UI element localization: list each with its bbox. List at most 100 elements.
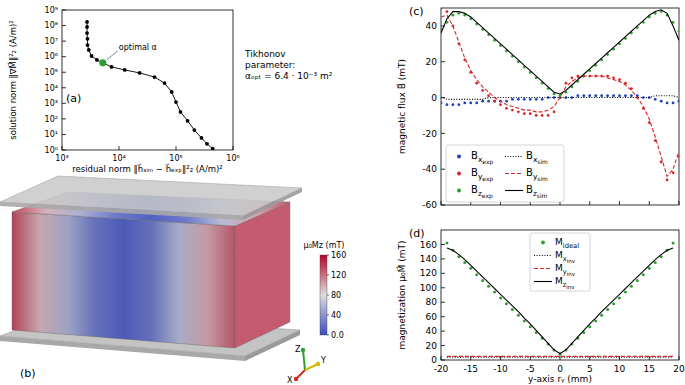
colorbar-tick-label: 80 xyxy=(331,291,341,300)
legend-text-subsub: exp xyxy=(482,158,493,166)
colorbar-tick-label: 40 xyxy=(331,311,341,320)
x-tick xyxy=(679,201,680,205)
series-marker xyxy=(86,43,90,47)
x-tick-label: 10⁵ xyxy=(169,154,182,163)
legend-swatch xyxy=(505,156,523,157)
series-marker xyxy=(672,171,675,174)
colorbar-tick xyxy=(327,295,329,296)
y-tick xyxy=(62,25,66,26)
y-tick-label: 10⁷ xyxy=(45,37,58,46)
y-axis-label: solution norm ‖∇M⃗‖²₂ (A/m)² xyxy=(7,20,18,139)
series-marker xyxy=(553,110,556,113)
series-marker xyxy=(624,94,627,97)
panel-label: (b) xyxy=(20,367,36,380)
series-marker xyxy=(612,76,615,79)
annotation: αₒₚₜ = 6.4 · 10⁻³ m² xyxy=(245,71,333,81)
series-marker xyxy=(170,90,174,94)
legend-box xyxy=(530,233,590,291)
y-tick-label: 40 xyxy=(426,326,438,336)
y-tick-label: 40 xyxy=(426,21,438,31)
series-marker xyxy=(499,296,502,299)
triad-tip xyxy=(316,362,320,366)
y-tick-label: -40 xyxy=(422,164,437,174)
series-marker xyxy=(529,112,532,115)
x-tick-label: 10⁶ xyxy=(226,154,239,163)
legend-label: Bxexp xyxy=(471,150,493,166)
series-marker xyxy=(565,82,568,85)
series-marker xyxy=(475,102,478,105)
colorbar-tick xyxy=(327,275,329,276)
series-marker xyxy=(87,48,91,52)
series-marker xyxy=(618,94,621,97)
triad-tip xyxy=(301,348,305,352)
series-marker xyxy=(541,98,544,101)
series-marker xyxy=(110,65,114,69)
colorbar-tick-label: 160 xyxy=(331,251,346,260)
series-marker xyxy=(475,82,478,85)
triad-axis xyxy=(303,350,305,370)
series-marker xyxy=(446,103,449,106)
series-marker xyxy=(163,81,167,85)
series-marker xyxy=(517,110,520,113)
colorbar-tick-label: 120 xyxy=(331,271,346,280)
legend-text-subsub: inv xyxy=(566,284,575,290)
series-marker xyxy=(648,267,651,270)
series-marker xyxy=(463,261,466,264)
series-marker xyxy=(529,98,532,101)
series-marker xyxy=(660,161,663,164)
y-tick-label: 10⁶ xyxy=(45,52,58,61)
series-marker xyxy=(523,320,526,323)
figure: 10³10⁴10⁵10⁶10⁰10¹10²10³10⁴10⁵10⁶10⁷10⁸1… xyxy=(0,0,685,385)
series-marker xyxy=(672,242,675,245)
series-marker xyxy=(446,10,449,13)
series-marker xyxy=(505,107,508,110)
series-marker xyxy=(457,103,460,106)
series-marker xyxy=(99,59,106,66)
legend-box xyxy=(446,145,564,202)
series-marker xyxy=(571,76,574,79)
x-tick xyxy=(441,201,442,205)
y-tick-label: 140 xyxy=(420,254,437,264)
series-marker xyxy=(179,110,183,114)
series-marker xyxy=(511,308,514,311)
series-marker xyxy=(600,314,603,317)
x-tick-label: 5 xyxy=(587,364,593,374)
y-tick xyxy=(441,360,445,361)
series-marker xyxy=(205,142,209,146)
series-marker xyxy=(547,114,550,117)
series-marker xyxy=(636,279,639,282)
series-marker xyxy=(95,58,99,62)
y-tick xyxy=(441,169,445,170)
box-front-face xyxy=(12,212,235,348)
plot-frame xyxy=(441,8,679,205)
series-marker xyxy=(487,285,490,288)
x-tick xyxy=(62,146,63,150)
x-tick xyxy=(176,146,177,150)
triad-label: X xyxy=(287,376,293,385)
legend-label: Mzinv xyxy=(555,276,575,290)
y-tick xyxy=(62,150,66,151)
x-tick-label: -10 xyxy=(493,364,508,374)
plate-edge xyxy=(0,202,243,220)
x-tick-label: -20 xyxy=(434,364,449,374)
series-line xyxy=(447,356,673,357)
legend-swatch xyxy=(534,255,552,256)
series-marker xyxy=(85,25,89,29)
panel-b: 16012080400.0μ₀Mz (mT)ZYX(b) xyxy=(0,176,346,385)
series-marker xyxy=(606,75,609,78)
series-marker xyxy=(123,68,127,72)
series-marker xyxy=(505,302,508,305)
legend-swatch xyxy=(457,189,461,193)
series-marker xyxy=(606,94,609,97)
annotation: Tikhonov xyxy=(244,49,286,59)
series-marker xyxy=(487,94,490,97)
x-tick xyxy=(233,146,234,150)
series-marker xyxy=(517,314,520,317)
legend-label: Myinv xyxy=(555,263,576,277)
y-tick xyxy=(441,258,445,259)
legend-swatch xyxy=(457,172,461,176)
legend-label: Bzsim xyxy=(526,184,548,199)
series-marker xyxy=(475,273,478,276)
colorbar xyxy=(320,255,327,335)
series-marker xyxy=(469,102,472,105)
